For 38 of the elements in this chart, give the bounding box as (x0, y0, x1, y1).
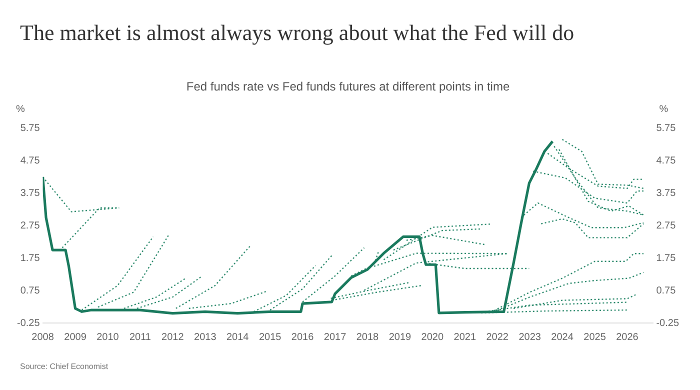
y2-tick-label: 2.75 (656, 220, 676, 232)
x-tick-label: 2021 (454, 332, 476, 343)
y2-tick-label: 3.75 (656, 188, 676, 200)
source-note: Source: Chief Economist (20, 362, 108, 371)
x-tick-label: 2025 (584, 332, 606, 343)
y2-tick-label: 1.75 (656, 252, 676, 264)
x-tick-label: 2012 (162, 332, 184, 343)
y2-tick-label: -0.25 (656, 318, 680, 329)
x-tick-label: 2008 (32, 332, 54, 343)
x-tick-label: 2011 (129, 332, 152, 343)
x-tick-label: 2026 (616, 332, 639, 343)
x-tick-label: 2013 (194, 332, 217, 343)
y-tick-label: 1.75 (20, 252, 40, 264)
y-tick-label: 5.75 (20, 123, 40, 134)
x-tick-label: 2024 (551, 332, 574, 343)
x-tick-label: 2017 (324, 332, 347, 343)
y2-axis-title: % (659, 104, 668, 116)
x-tick-label: 2019 (388, 332, 412, 343)
y2-tick-label: 5.75 (656, 123, 676, 134)
x-tick-label: 2009 (64, 332, 87, 343)
x-tick-label: 2015 (258, 332, 282, 343)
y-tick-label: -0.25 (16, 318, 40, 329)
y2-tick-label: 4.75 (656, 156, 676, 167)
x-tick-label: 2016 (291, 332, 314, 343)
y-tick-label: 3.75 (20, 188, 40, 200)
y2-tick-label: 0.75 (656, 285, 676, 296)
x-tick-label: 2023 (518, 332, 542, 343)
x-tick-label: 2020 (421, 332, 444, 343)
x-tick-label: 2010 (96, 332, 120, 343)
y-tick-label: 2.75 (20, 220, 40, 232)
x-tick-label: 2014 (226, 332, 250, 343)
y-tick-label: 0.75 (20, 285, 40, 296)
chart-title: The market is almost always wrong about what the Fed will do (20, 20, 574, 46)
y-axis-title: % (16, 104, 25, 116)
chart-subtitle: Fed funds rate vs Fed funds futures at different points in time (186, 80, 510, 94)
y-tick-label: 4.75 (20, 156, 40, 167)
x-tick-label: 2018 (356, 332, 380, 343)
x-tick-label: 2022 (486, 332, 509, 343)
